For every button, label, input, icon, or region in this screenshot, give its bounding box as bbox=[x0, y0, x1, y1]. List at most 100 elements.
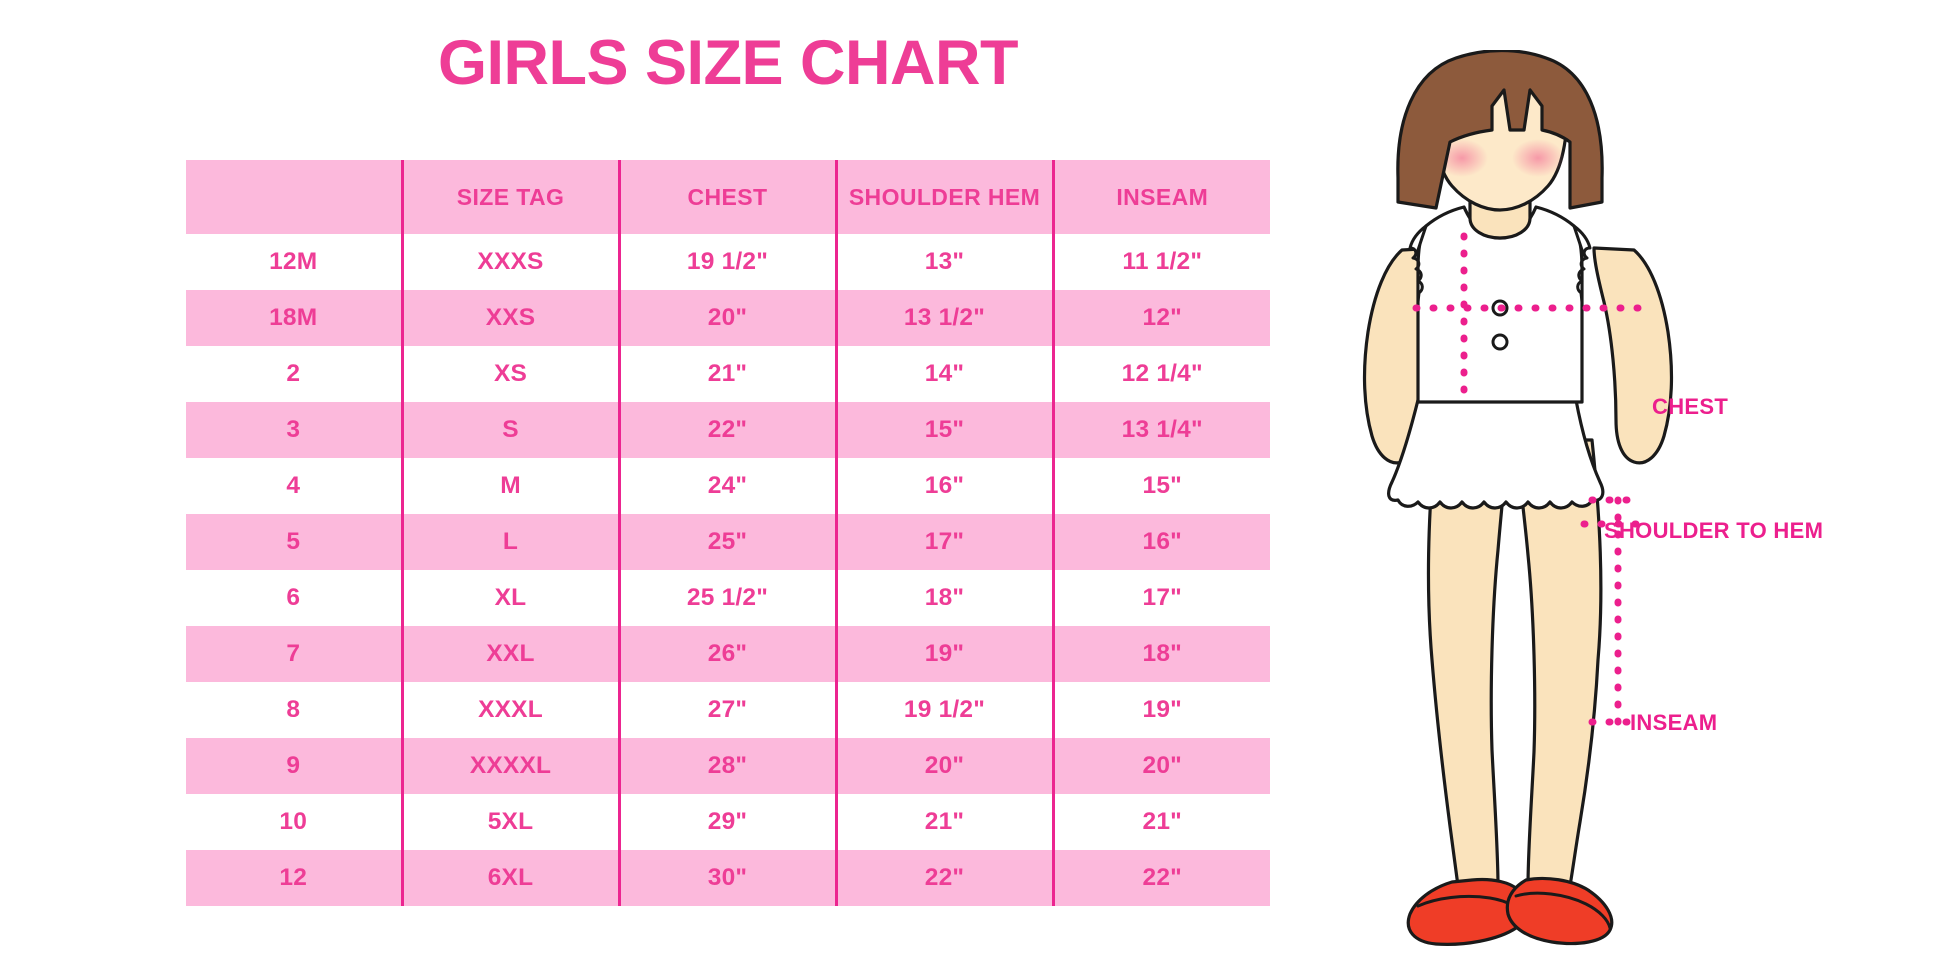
label-chest: CHEST bbox=[1652, 394, 1729, 419]
cell-inseam: 20" bbox=[1051, 738, 1270, 794]
table-row: 2 XS 21" 14" 12 1/4" bbox=[186, 346, 1270, 402]
cell-chest: 24" bbox=[617, 458, 836, 514]
column-header-size-tag: SIZE TAG bbox=[400, 160, 619, 234]
table-row: 7 XXL 26" 19" 18" bbox=[186, 626, 1270, 682]
left-cap-sleeve bbox=[1408, 224, 1428, 304]
table-row: 5 L 25" 17" 16" bbox=[186, 514, 1270, 570]
page-title: GIRLS SIZE CHART bbox=[437, 28, 1019, 98]
cell-inseam: 15" bbox=[1051, 458, 1270, 514]
column-header-blank bbox=[186, 160, 402, 234]
size-table-container: SIZE TAG CHEST SHOULDER HEM INSEAM 12M XX… bbox=[186, 160, 1270, 906]
right-shoe bbox=[1505, 876, 1614, 946]
table-row: 4 M 24" 16" 15" bbox=[186, 458, 1270, 514]
cell-size: 18M bbox=[186, 290, 402, 346]
cell-size: 4 bbox=[186, 458, 402, 514]
cell-chest: 22" bbox=[617, 402, 836, 458]
legs-group bbox=[1426, 438, 1603, 888]
measurement-lines bbox=[1412, 232, 1646, 726]
table-row: 8 XXXL 27" 19 1/2" 19" bbox=[186, 682, 1270, 738]
skirt bbox=[1387, 398, 1605, 510]
cell-inseam: 13 1/4" bbox=[1051, 402, 1270, 458]
cell-chest: 29" bbox=[617, 794, 836, 850]
top-group bbox=[1408, 205, 1592, 404]
right-shoe-strap bbox=[1514, 891, 1612, 930]
hair bbox=[1396, 50, 1604, 210]
cell-size: 9 bbox=[186, 738, 402, 794]
cell-shoulder-hem: 17" bbox=[834, 514, 1053, 570]
top-button-lower bbox=[1491, 333, 1509, 351]
cell-chest: 21" bbox=[617, 346, 836, 402]
cell-size-tag: XXXXL bbox=[400, 738, 619, 794]
cell-inseam: 21" bbox=[1051, 794, 1270, 850]
table-row: 9 XXXXL 28" 20" 20" bbox=[186, 738, 1270, 794]
cell-size-tag: L bbox=[400, 514, 619, 570]
cell-size-tag: XXXS bbox=[400, 234, 619, 290]
label-shoulder-to-hem: SHOULDER TO HEM bbox=[1604, 518, 1824, 543]
cell-size: 10 bbox=[186, 794, 402, 850]
table-row: 12M XXXS 19 1/2" 13" 11 1/2" bbox=[186, 234, 1270, 290]
cell-size: 3 bbox=[186, 402, 402, 458]
table-row: 18M XXS 20" 13 1/2" 12" bbox=[186, 290, 1270, 346]
table-row: 6 XL 25 1/2" 18" 17" bbox=[186, 570, 1270, 626]
cell-shoulder-hem: 21" bbox=[834, 794, 1053, 850]
cell-shoulder-hem: 14" bbox=[834, 346, 1053, 402]
cell-shoulder-hem: 20" bbox=[834, 738, 1053, 794]
girl-figure-svg bbox=[1362, 50, 1674, 946]
table-row: 10 5XL 29" 21" 21" bbox=[186, 794, 1270, 850]
cell-size: 7 bbox=[186, 626, 402, 682]
right-blush bbox=[1512, 139, 1564, 177]
cell-chest: 19 1/2" bbox=[617, 234, 836, 290]
cell-size: 8 bbox=[186, 682, 402, 738]
cell-shoulder-hem: 13 1/2" bbox=[834, 290, 1053, 346]
cell-size-tag: XXXL bbox=[400, 682, 619, 738]
cell-inseam: 22" bbox=[1051, 850, 1270, 906]
table-header: SIZE TAG CHEST SHOULDER HEM INSEAM bbox=[186, 160, 1270, 234]
cell-size: 6 bbox=[186, 570, 402, 626]
right-arm bbox=[1592, 246, 1674, 465]
right-cap-sleeve bbox=[1572, 224, 1592, 304]
table-body: 12M XXXS 19 1/2" 13" 11 1/2" 18M XXS 20" 13 1/2"… bbox=[186, 234, 1270, 906]
cell-size-tag: 5XL bbox=[400, 794, 619, 850]
shoes-group bbox=[1406, 876, 1614, 946]
cell-shoulder-hem: 15" bbox=[834, 402, 1053, 458]
cell-shoulder-hem: 22" bbox=[834, 850, 1053, 906]
cell-size: 2 bbox=[186, 346, 402, 402]
cell-inseam: 16" bbox=[1051, 514, 1270, 570]
cell-size-tag: XXL bbox=[400, 626, 619, 682]
cell-chest: 26" bbox=[617, 626, 836, 682]
cell-shoulder-hem: 13" bbox=[834, 234, 1053, 290]
skirt-group bbox=[1387, 398, 1605, 510]
table-row: 12 6XL 30" 22" 22" bbox=[186, 850, 1270, 906]
column-header-chest: CHEST bbox=[617, 160, 836, 234]
cell-chest: 28" bbox=[617, 738, 836, 794]
cell-chest: 25" bbox=[617, 514, 836, 570]
cell-size-tag: XS bbox=[400, 346, 619, 402]
table-row: 3 S 22" 15" 13 1/4" bbox=[186, 402, 1270, 458]
header-row: SIZE TAG CHEST SHOULDER HEM INSEAM bbox=[186, 160, 1270, 234]
head-group bbox=[1396, 50, 1604, 240]
cell-shoulder-hem: 19 1/2" bbox=[834, 682, 1053, 738]
girl-illustration: CHEST SHOULDER TO HEM INSEAM bbox=[1340, 50, 1946, 950]
cell-inseam: 12" bbox=[1051, 290, 1270, 346]
size-table: SIZE TAG CHEST SHOULDER HEM INSEAM 12M XX… bbox=[186, 160, 1270, 906]
cell-chest: 25 1/2" bbox=[617, 570, 836, 626]
cell-size: 12 bbox=[186, 850, 402, 906]
cell-shoulder-hem: 19" bbox=[834, 626, 1053, 682]
cell-size-tag: M bbox=[400, 458, 619, 514]
top-bodice bbox=[1416, 205, 1584, 404]
cell-size-tag: XL bbox=[400, 570, 619, 626]
cell-chest: 20" bbox=[617, 290, 836, 346]
cell-inseam: 17" bbox=[1051, 570, 1270, 626]
cell-size: 5 bbox=[186, 514, 402, 570]
cell-inseam: 12 1/4" bbox=[1051, 346, 1270, 402]
cell-size-tag: S bbox=[400, 402, 619, 458]
column-header-shoulder-hem: SHOULDER HEM bbox=[834, 160, 1053, 234]
cell-chest: 27" bbox=[617, 682, 836, 738]
column-header-inseam: INSEAM bbox=[1051, 160, 1270, 234]
cell-inseam: 11 1/2" bbox=[1051, 234, 1270, 290]
cell-inseam: 19" bbox=[1051, 682, 1270, 738]
top-button-upper bbox=[1491, 299, 1509, 317]
cell-size-tag: 6XL bbox=[400, 850, 619, 906]
cell-chest: 30" bbox=[617, 850, 836, 906]
